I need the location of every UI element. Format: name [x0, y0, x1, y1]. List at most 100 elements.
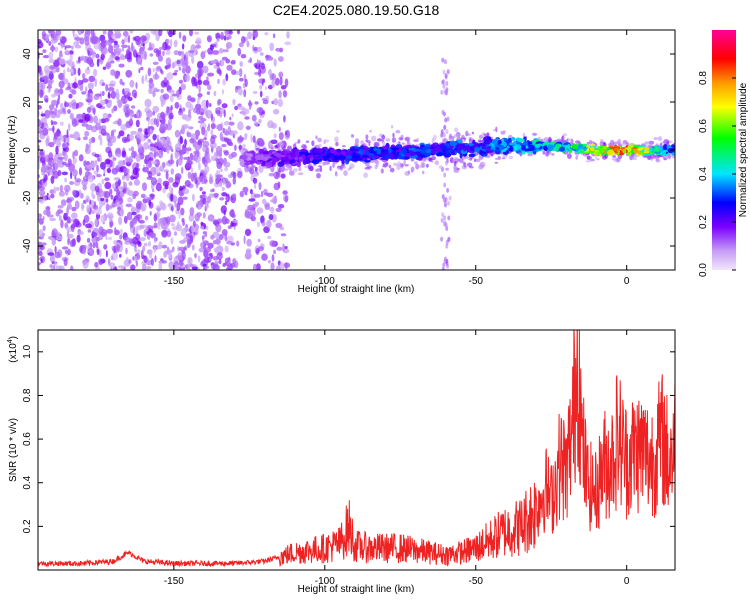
- spectrogram-noise-mark: [120, 228, 123, 236]
- spectrogram-noise-mark: [69, 181, 75, 185]
- spectrogram-noise-mark: [94, 218, 98, 227]
- spectrogram-noise-mark: [87, 66, 90, 71]
- spectrogram-noise-mark: [65, 86, 70, 91]
- spectrogram-noise-mark: [127, 96, 133, 102]
- spectrogram-noise-mark: [135, 55, 143, 65]
- spectrogram-halo-mark: [305, 140, 310, 143]
- spectrogram-halo-mark: [297, 139, 301, 144]
- spectrogram-streak-mark: [444, 59, 447, 65]
- spectrogram-halo-mark: [318, 165, 322, 168]
- spectrogram-noise-mark: [154, 150, 156, 160]
- spectrogram-noise-mark: [215, 223, 222, 233]
- spectrogram-noise-mark: [95, 53, 100, 59]
- spectrogram-noise-mark: [40, 122, 45, 130]
- spectrogram-noise-mark: [268, 140, 271, 150]
- spectrogram-noise-mark: [203, 105, 208, 115]
- spectrogram-noise-mark: [165, 57, 172, 66]
- spectrogram-noise-mark: [94, 153, 100, 158]
- spectrogram-noise-mark: [280, 233, 287, 237]
- spectrogram-streak-mark: [444, 73, 448, 79]
- spectrogram-noise-mark: [159, 123, 162, 131]
- spectrogram-noise-mark: [219, 131, 223, 141]
- spectrogram-streak-mark: [441, 212, 445, 218]
- spectrogram-noise-mark: [83, 244, 87, 250]
- spectrogram-noise-mark: [104, 177, 110, 182]
- spectrogram-noise-mark: [253, 121, 259, 126]
- spectrogram-noise-mark: [190, 167, 194, 173]
- spectrogram-halo-mark: [350, 134, 355, 138]
- spectrogram-noise-mark: [203, 265, 210, 269]
- spectrogram-noise-mark: [246, 40, 250, 48]
- spectrogram-ridge-mark: [255, 147, 260, 151]
- spectrogram-streak-mark: [442, 262, 446, 268]
- spectrogram-noise-mark: [230, 262, 236, 268]
- spectrogram-noise-mark: [232, 98, 236, 106]
- spectrogram-noise-mark: [84, 130, 90, 137]
- spectrogram-ridge-mark: [349, 146, 356, 152]
- spectrogram-noise-mark: [58, 53, 64, 58]
- spectrogram-halo-mark: [590, 158, 595, 162]
- spectrogram-noise-mark: [255, 250, 260, 254]
- spectrogram-noise-mark: [115, 147, 121, 155]
- spectrogram-ridge-mark: [578, 144, 583, 148]
- spectrogram-noise-mark: [63, 212, 68, 221]
- spectrogram-halo-mark: [585, 160, 591, 163]
- spectrogram-ridge-mark: [638, 144, 646, 148]
- spectrogram-noise-mark: [278, 56, 284, 62]
- spectrogram-noise-mark: [141, 75, 145, 85]
- colorbar-ticks: 0.0 0.2 0.4 0.6 0.8: [698, 71, 736, 277]
- spectrogram-noise-mark: [182, 188, 190, 195]
- spectrogram-streak-mark: [442, 69, 446, 75]
- spectrogram-ridge-mark: [336, 148, 342, 153]
- spectrogram-ridge-mark: [567, 143, 571, 150]
- spectrogram-noise-mark: [268, 214, 274, 220]
- spectrogram-ridge-mark: [392, 149, 397, 155]
- spectrogram-noise-mark: [100, 197, 105, 202]
- spectrogram-noise-mark: [125, 203, 133, 208]
- spectrogram-noise-mark: [53, 131, 60, 137]
- spectrogram-noise-mark: [132, 167, 139, 175]
- spectrogram-noise-mark: [86, 161, 90, 166]
- spectrogram-noise-mark: [222, 78, 226, 86]
- spectrogram-noise-mark: [222, 178, 226, 186]
- spectrogram-noise-mark: [125, 69, 133, 78]
- spectrogram-ridge-mark: [660, 150, 667, 157]
- spectrogram-ridge-mark: [644, 147, 650, 152]
- spectrogram-noise-mark: [165, 123, 172, 131]
- spectrogram-ridge-mark: [421, 146, 429, 151]
- spectrogram-noise-mark: [254, 101, 259, 105]
- spectrogram-halo-mark: [460, 137, 467, 140]
- spectrogram-noise-mark: [210, 234, 215, 240]
- spectrogram-noise-mark: [198, 84, 201, 94]
- spectrogram-ridge-mark: [613, 147, 620, 152]
- spectrogram-x-tick-label: -100: [315, 276, 335, 287]
- spectrogram-noise-mark: [108, 236, 112, 241]
- spectrogram-halo-mark: [318, 143, 322, 147]
- spectrogram-noise-mark: [48, 72, 54, 80]
- spectrogram-noise-mark: [99, 249, 102, 258]
- spectrogram-noise-mark: [73, 41, 79, 47]
- spectrogram-noise-mark: [279, 47, 283, 53]
- spectrogram-noise-mark: [238, 42, 244, 48]
- spectrogram-noise-mark: [144, 195, 148, 200]
- spectrogram-noise-mark: [214, 260, 219, 265]
- spectrogram-noise-mark: [116, 196, 123, 202]
- spectrogram-noise-mark: [102, 30, 107, 35]
- spectrogram-noise-mark: [243, 89, 247, 98]
- spectrogram-noise-mark: [78, 154, 84, 162]
- spectrogram-halo-mark: [410, 157, 415, 162]
- spectrogram-noise-mark: [279, 76, 283, 86]
- spectrogram-noise-mark: [58, 152, 63, 157]
- spectrogram-noise-mark: [118, 216, 123, 226]
- spectrogram-noise-mark: [199, 186, 203, 192]
- spectrogram-noise-mark: [176, 221, 180, 229]
- spectrogram-noise-mark: [48, 152, 54, 161]
- spectrogram-ridge-mark: [569, 149, 572, 154]
- spectrogram-noise-mark: [113, 188, 119, 192]
- spectrogram-noise-mark: [110, 255, 114, 261]
- spectrogram-noise-mark: [224, 218, 230, 224]
- spectrogram-noise-mark: [196, 204, 199, 208]
- spectrogram-noise-mark: [204, 50, 207, 54]
- spectrogram-ridge-mark: [370, 150, 375, 154]
- spectrogram-noise-mark: [252, 135, 256, 144]
